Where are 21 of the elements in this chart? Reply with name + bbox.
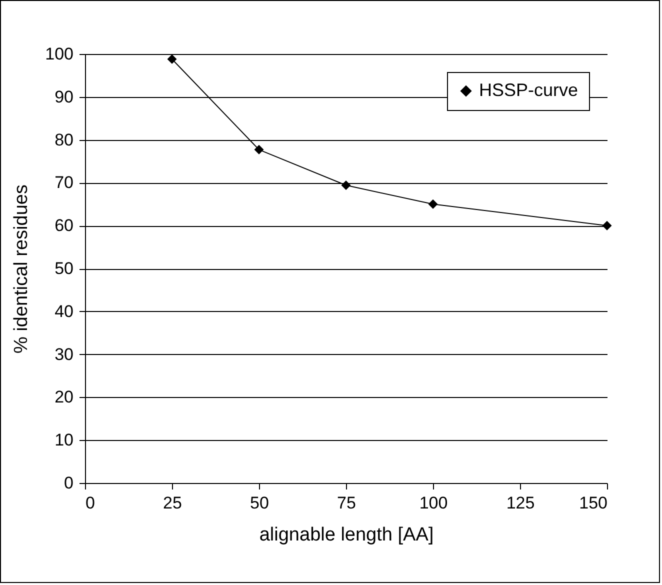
y-tick-label: 100 <box>45 44 74 64</box>
x-tick-label: 25 <box>163 494 182 512</box>
x-axis-title: alignable length [AA] <box>259 524 434 546</box>
y-tick-label: 20 <box>54 388 74 407</box>
y-tick-label: 80 <box>54 130 74 150</box>
y-tick-label: 60 <box>54 216 74 236</box>
x-tick-label: 50 <box>250 494 269 512</box>
y-tick-label: 10 <box>54 430 74 450</box>
x-tick-label: 150 <box>579 494 608 512</box>
y-tick-label: 40 <box>54 302 74 321</box>
y-tick-label: 0 <box>64 474 74 492</box>
y-tick-label: 90 <box>54 87 74 106</box>
legend-label: HSSP-curve <box>479 80 578 100</box>
y-axis-title: % identical residues <box>11 184 32 354</box>
y-tick-label: 70 <box>54 173 74 192</box>
y-tick-label: 30 <box>54 344 74 364</box>
x-tick-label: 100 <box>419 494 448 512</box>
x-tick-label: 75 <box>337 494 356 512</box>
x-tick-label: 125 <box>506 494 535 512</box>
x-tick-label: 0 <box>86 494 95 512</box>
y-tick-label: 50 <box>54 259 74 278</box>
